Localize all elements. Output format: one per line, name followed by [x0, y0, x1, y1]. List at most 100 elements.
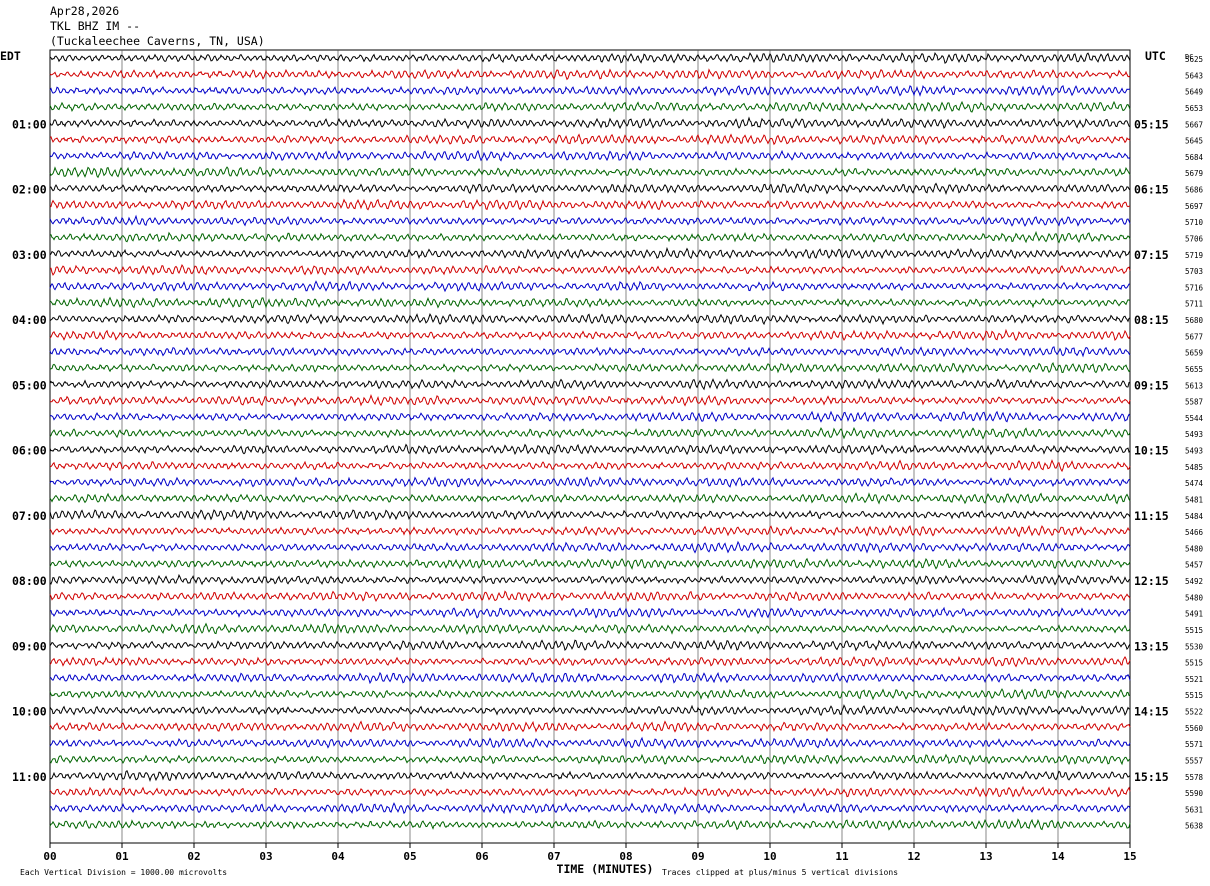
dc-value-label: 5530 — [1185, 642, 1204, 651]
dc-value-label: 5480 — [1185, 544, 1204, 553]
dc-value-label: 5457 — [1185, 561, 1203, 570]
dc-value-label: 5557 — [1185, 756, 1203, 765]
right-hour-label: 15:15 — [1134, 770, 1169, 784]
dc-value-label: 5638 — [1185, 822, 1204, 831]
seismic-trace — [49, 720, 1131, 733]
seismic-trace — [49, 426, 1131, 440]
left-hour-label: 02:00 — [12, 183, 47, 197]
left-hour-label: 10:00 — [12, 705, 47, 719]
footer-scale-note: Each Vertical Division = 1000.00 microvo… — [20, 868, 227, 877]
seismic-trace — [49, 328, 1131, 342]
seismic-trace — [49, 149, 1131, 162]
x-axis-title: TIME (MINUTES) — [557, 862, 654, 876]
footer-clip-note: Traces clipped at plus/minus 5 vertical … — [662, 868, 898, 877]
seismic-trace — [49, 492, 1131, 505]
dc-value-label: 5684 — [1185, 153, 1204, 162]
seismic-trace — [49, 313, 1131, 326]
right-hour-label: 13:15 — [1134, 639, 1169, 653]
dc-value-label: 5703 — [1185, 267, 1203, 276]
seismic-trace — [49, 785, 1131, 798]
seismic-trace — [49, 182, 1131, 195]
seismic-trace — [49, 214, 1131, 227]
seismic-trace — [49, 704, 1131, 717]
seismic-trace — [49, 166, 1131, 179]
dc-value-label: 5590 — [1185, 789, 1204, 798]
seismic-trace — [50, 459, 1131, 473]
seismic-trace — [49, 818, 1131, 831]
seismic-trace — [49, 770, 1131, 782]
dc-value-label: 5643 — [1185, 71, 1203, 80]
dc-value-label: 5560 — [1185, 724, 1204, 733]
dc-header-label: DC — [1185, 53, 1193, 61]
seismic-trace — [49, 753, 1131, 766]
dc-value-label: 5686 — [1185, 186, 1204, 195]
dc-value-label: 5480 — [1185, 593, 1204, 602]
dc-value-label: 5613 — [1185, 381, 1203, 390]
dc-value-label: 5680 — [1185, 316, 1204, 325]
x-tick-label: 05 — [403, 850, 416, 863]
x-tick-label: 01 — [115, 850, 129, 863]
x-tick-label: 13 — [979, 850, 992, 863]
seismic-trace — [49, 736, 1131, 750]
date-label: Apr28,2026 — [50, 4, 120, 18]
left-hour-label: 04:00 — [12, 313, 47, 327]
seismic-trace — [49, 671, 1131, 685]
right-hour-label: 11:15 — [1134, 509, 1169, 523]
right-hour-label: 12:15 — [1134, 574, 1169, 588]
dc-value-label: 5485 — [1185, 463, 1203, 472]
seismic-trace — [49, 198, 1131, 211]
x-tick-label: 00 — [43, 850, 56, 863]
x-tick-label: 11 — [835, 850, 849, 863]
dc-value-label: 5711 — [1185, 300, 1203, 309]
seismic-trace — [49, 100, 1131, 113]
right-hour-label: 05:15 — [1134, 117, 1169, 131]
right-hour-label: 08:15 — [1134, 313, 1169, 327]
seismic-trace — [49, 524, 1131, 538]
left-hour-label: 03:00 — [12, 248, 47, 262]
x-tick-label: 14 — [1051, 850, 1065, 863]
dc-value-label: 5697 — [1185, 202, 1203, 211]
left-hour-label: 11:00 — [12, 770, 47, 784]
dc-value-label: 5710 — [1185, 218, 1204, 227]
dc-value-label: 5667 — [1185, 120, 1203, 129]
dc-value-label: 5571 — [1185, 740, 1203, 749]
left-hour-label: 09:00 — [12, 639, 47, 653]
left-axis-label: EDT — [0, 49, 21, 63]
dc-value-label: 5466 — [1185, 528, 1204, 537]
dc-value-label: 5491 — [1185, 610, 1203, 619]
dc-value-label: 5625 — [1185, 55, 1203, 64]
x-tick-label: 12 — [907, 850, 920, 863]
x-tick-label: 08 — [619, 850, 632, 863]
dc-value-label: 5645 — [1185, 137, 1203, 146]
seismic-trace — [49, 656, 1131, 668]
seismic-trace — [49, 443, 1131, 456]
right-hour-label: 10:15 — [1134, 444, 1169, 458]
seismic-trace — [49, 639, 1131, 652]
seismic-trace — [49, 410, 1131, 423]
dc-value-label: 5544 — [1185, 414, 1204, 423]
seismic-trace — [49, 52, 1131, 64]
x-tick-label: 15 — [1123, 850, 1136, 863]
left-hour-label: 01:00 — [12, 117, 47, 131]
seismic-trace — [49, 802, 1131, 816]
seismic-trace — [49, 393, 1131, 407]
dc-value-label: 5515 — [1185, 691, 1203, 700]
left-hour-label: 05:00 — [12, 378, 47, 392]
dc-value-label: 5493 — [1185, 430, 1203, 439]
seismic-trace — [49, 133, 1131, 146]
seismic-trace — [49, 476, 1131, 488]
dc-value-label: 5659 — [1185, 349, 1203, 358]
dc-value-label: 5716 — [1185, 283, 1204, 292]
dc-value-label: 5719 — [1185, 251, 1203, 260]
seismic-trace — [49, 246, 1131, 260]
seismic-trace — [49, 68, 1131, 81]
seismic-trace — [49, 377, 1131, 391]
dc-value-label: 5706 — [1185, 234, 1204, 243]
dc-value-label: 5522 — [1185, 708, 1203, 717]
seismic-trace — [49, 573, 1131, 586]
x-tick-label: 10 — [763, 850, 776, 863]
x-tick-label: 04 — [331, 850, 345, 863]
x-tick-label: 06 — [475, 850, 489, 863]
x-tick-label: 03 — [259, 850, 272, 863]
